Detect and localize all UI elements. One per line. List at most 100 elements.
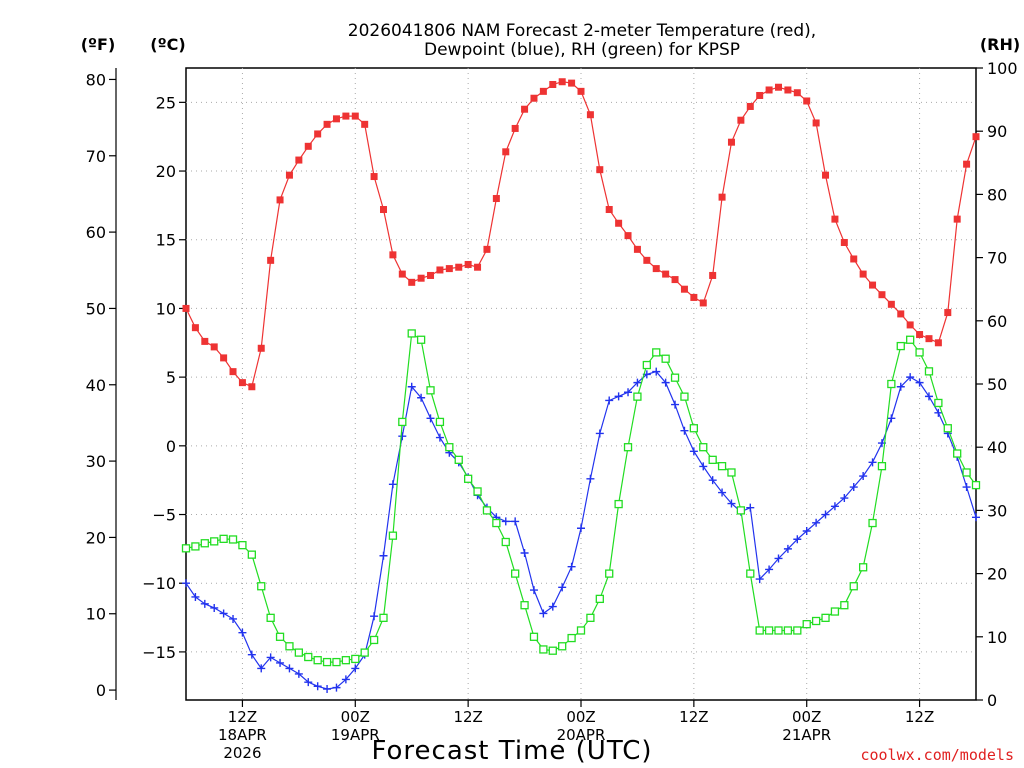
time-tick-label: 2026 [223,744,261,762]
time-tick-label: 18APR [218,726,267,744]
rh-point [877,462,887,471]
dewpoint-point [972,513,980,522]
dewpoint-point [229,614,238,623]
celsius-tick-label: 0 [166,437,176,456]
dewpoint-point [896,382,905,391]
fahrenheit-tick-label: 20 [86,528,106,547]
fahrenheit-axis-label: (ºF) [81,35,116,54]
time-tick-label: 21APR [782,726,831,744]
rh-point [670,373,680,382]
dewpoint-point [934,408,943,417]
temperature-point [417,274,425,282]
temperature-point [361,120,369,128]
temperature-point [351,112,359,120]
temperature-point [398,270,406,278]
rh-point [181,544,191,553]
time-tick-label: 00Z [566,708,595,726]
dewpoint-point [511,517,520,526]
rh-point [219,534,228,543]
temperature-point [248,383,256,391]
temperature-point [840,238,848,246]
temperature-point [615,219,623,227]
temperature-point [521,105,529,113]
rh-point [811,616,821,626]
temperature-point [812,119,820,127]
temperature-point [276,196,284,204]
temperature-point [511,124,519,132]
rh-point [529,632,539,641]
temperature-point [944,309,952,317]
dewpoint-point [323,685,332,694]
rh-point [623,443,633,452]
rh-point [294,648,304,657]
rh-point [934,398,943,408]
rh-point [633,392,642,401]
rh-point [482,506,492,515]
rh-point [915,348,924,357]
chart-subtitle: Dewpoint (blue), RH (green) for KPSP [424,40,740,60]
dewpoint-point [962,483,971,492]
dewpoint-point [624,388,633,397]
dewpoint-point [200,599,209,608]
rh-point [210,537,219,546]
dewpoint-point [417,393,426,402]
fahrenheit-tick-label: 30 [86,452,106,471]
temperature-point [953,215,961,223]
temperature-point [887,300,895,308]
rh-point [736,506,746,515]
temperature-point [718,193,726,201]
rh-point [717,462,727,471]
rh-point [764,626,774,635]
temperature-point [342,112,350,120]
chart-title: 2026041806 NAM Forecast 2-meter Temperat… [348,21,816,41]
temperature-point [238,379,246,387]
temperature-point [680,285,688,293]
rh-point [285,642,294,651]
rh-point [360,648,369,657]
rh-point [661,354,670,363]
rh-point [586,613,595,622]
temperature-point [737,116,745,124]
temperature-point [568,79,576,87]
temperature-point [455,263,463,271]
rh-point [793,626,802,635]
rh-point [605,569,614,578]
rh-point [830,607,840,616]
dewpoint-point [783,544,792,553]
celsius-axis: 25 20 15 10 5 0 −5 −10 −15 [142,93,186,662]
dewpoint-point [257,664,266,673]
dewpoint-point [924,392,933,401]
celsius-tick-label: 25 [156,93,176,112]
temperature-point [539,87,547,95]
rh-point [257,582,266,591]
dewpoint-point [746,503,755,512]
temperature-point [229,368,237,376]
temperature-point [850,255,858,263]
temperature-point [257,344,265,352]
temperature-point [690,293,698,301]
rh-point [887,379,896,389]
temperature-point [427,271,435,279]
temperature-point [483,245,491,253]
dewpoint-point [276,658,285,667]
dewpoint-point [915,378,924,387]
dewpoint-point [558,583,567,592]
rh-point [511,569,520,578]
dewpoint-point [304,678,313,687]
temperature-point [474,263,482,271]
rh-point [680,392,689,401]
rh-point [821,613,830,622]
dewpoint-point [708,476,717,485]
dewpoint-point [520,548,529,557]
dewpoint-point [266,653,275,662]
series-line-temperature [185,81,977,388]
rh-point [896,341,905,351]
temperature-point [765,86,773,94]
dewpoint-point [906,373,915,382]
rh-point [501,537,510,547]
dewpoint-point [191,592,200,601]
time-tick-label: 19APR [331,726,380,744]
celsius-tick-label: −5 [152,506,176,525]
